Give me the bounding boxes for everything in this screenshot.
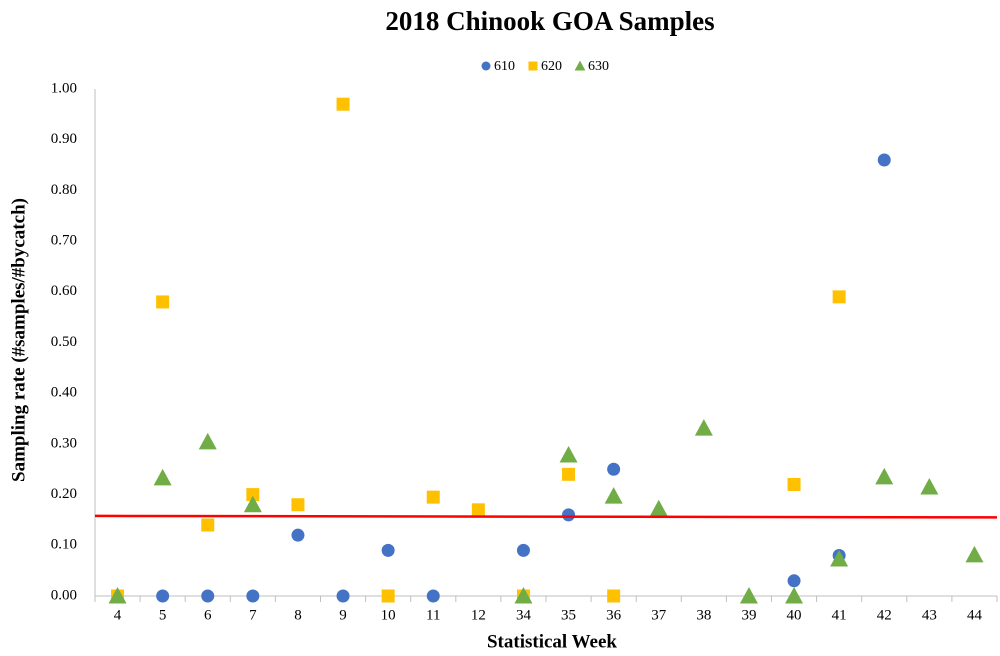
data-point [694, 419, 713, 436]
data-point [426, 490, 440, 504]
data-point [243, 495, 262, 513]
chart-title: 2018 Chinook GOA Samples [385, 6, 714, 36]
y-tick-label: 0.40 [51, 385, 77, 401]
x-tick-label: 44 [967, 607, 983, 623]
data-point [471, 503, 485, 517]
x-tick-label: 34 [516, 607, 532, 623]
data-point [607, 462, 621, 476]
x-tick-label: 42 [877, 607, 892, 623]
x-tick-label: 10 [381, 607, 396, 623]
data-point [291, 528, 305, 542]
x-axis-label: Statistical Week [487, 631, 617, 652]
data-point [739, 587, 758, 604]
x-tick-label: 40 [787, 607, 802, 623]
data-point [381, 543, 395, 557]
x-tick-label: 35 [561, 607, 576, 623]
data-point [381, 589, 395, 603]
data-point [920, 477, 939, 495]
x-tick-label: 38 [696, 607, 711, 623]
y-tick-label: 0.70 [51, 233, 77, 249]
x-tick-label: 41 [832, 607, 847, 623]
data-point [965, 545, 984, 563]
data-point [201, 518, 215, 532]
data-point [607, 589, 621, 603]
legend-marker [528, 61, 538, 71]
x-tick-label: 37 [651, 607, 667, 623]
x-tick-label: 11 [426, 607, 440, 623]
data-point [153, 468, 172, 486]
x-tick-label: 8 [294, 607, 302, 623]
data-point [198, 432, 217, 450]
y-tick-label: 0.50 [51, 334, 77, 350]
x-tick-label: 39 [741, 607, 756, 623]
y-tick-label: 0.20 [51, 486, 77, 502]
y-tick-label: 0.90 [51, 131, 77, 147]
x-tick-label: 5 [159, 607, 167, 623]
data-point [604, 487, 623, 504]
y-tick-label: 0.10 [51, 537, 77, 553]
legend-label: 610 [494, 59, 515, 74]
x-tick-label: 43 [922, 607, 937, 623]
data-point [156, 295, 170, 309]
x-tick-label: 9 [339, 607, 347, 623]
data-point [336, 97, 350, 111]
y-tick-label: 0.00 [51, 587, 77, 603]
data-point [291, 498, 305, 512]
data-point [787, 574, 801, 588]
data-point [426, 589, 440, 603]
data-point [562, 508, 576, 522]
data-point [246, 589, 260, 603]
data-point [516, 543, 530, 557]
legend-marker [574, 60, 586, 71]
y-tick-label: 0.60 [51, 283, 77, 299]
x-tick-label: 4 [114, 607, 122, 623]
trendline [94, 514, 998, 519]
data-point [336, 589, 350, 603]
data-point [649, 499, 668, 517]
data-point [559, 446, 578, 463]
data-point [830, 549, 849, 567]
legend-label: 620 [541, 59, 562, 74]
data-point [832, 290, 846, 304]
legend-label: 630 [588, 59, 609, 74]
data-point [785, 587, 804, 604]
y-tick-label: 1.00 [51, 80, 77, 96]
data-point [108, 587, 127, 604]
data-point [201, 589, 215, 603]
data-point [246, 488, 260, 502]
y-tick-label: 0.80 [51, 182, 77, 198]
x-tick-label: 12 [471, 607, 486, 623]
data-point [787, 477, 801, 491]
y-tick-label: 0.30 [51, 435, 77, 451]
legend-marker [481, 61, 491, 71]
y-axis-label: Sampling rate (#samples/#bycatch) [8, 198, 29, 482]
data-point [877, 153, 891, 167]
data-point [156, 589, 170, 603]
x-tick-label: 36 [606, 607, 622, 623]
x-tick-label: 7 [249, 607, 257, 623]
data-point [562, 467, 576, 481]
data-point [514, 587, 533, 604]
data-point [875, 467, 894, 485]
x-tick-label: 6 [204, 607, 212, 623]
